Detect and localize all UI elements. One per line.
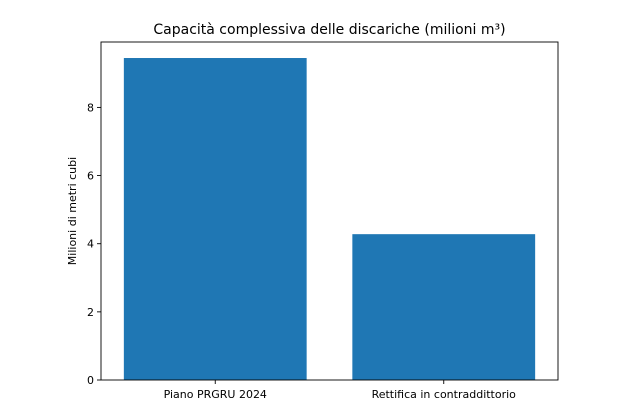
y-axis-ticks: 0 2 4 6 8 <box>87 101 101 387</box>
y-tick-label: 2 <box>87 306 94 319</box>
x-axis-ticks: Piano PRGRU 2024 Rettifica in contradditt… <box>164 380 517 401</box>
plot-frame <box>100 41 559 381</box>
y-tick-label: 6 <box>87 170 94 183</box>
y-tick-label: 0 <box>87 374 94 387</box>
bar-2 <box>352 234 536 380</box>
y-tick-label: 8 <box>87 101 94 114</box>
x-tick-label: Rettifica in contraddittorio <box>372 388 517 401</box>
bars-group <box>123 58 536 381</box>
bar-1 <box>123 58 307 381</box>
x-tick-label: Piano PRGRU 2024 <box>164 388 267 401</box>
chart-title: Capacità complessiva delle discariche (m… <box>153 22 505 38</box>
plot-area: 0 2 4 6 8 Piano PRGRU 2024 Rettifica in contr… <box>87 41 559 401</box>
y-axis-label: Milioni di metri cubi <box>66 157 79 265</box>
y-tick-label: 4 <box>87 238 94 251</box>
